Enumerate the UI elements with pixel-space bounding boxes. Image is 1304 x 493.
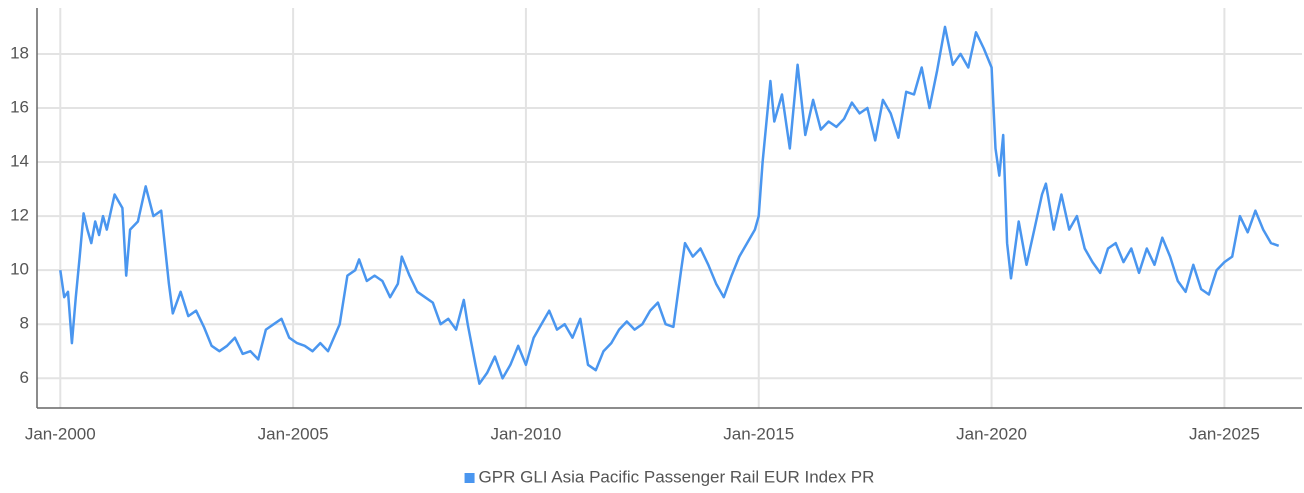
y-tick-label: 14 <box>10 152 29 171</box>
legend-swatch <box>464 473 475 483</box>
x-tick-label: Jan-2020 <box>956 424 1027 443</box>
x-tick-label: Jan-2025 <box>1189 424 1260 443</box>
grid <box>37 8 1302 408</box>
y-tick-label: 12 <box>10 206 29 225</box>
y-tick-label: 10 <box>10 260 29 279</box>
data-line <box>59 25 1280 385</box>
x-tick-label: Jan-2000 <box>25 424 96 443</box>
x-tick-label: Jan-2015 <box>723 424 794 443</box>
legend-label: GPR GLI Asia Pacific Passenger Rail EUR … <box>479 467 875 486</box>
x-tick-label: Jan-2010 <box>490 424 561 443</box>
plot <box>59 25 1280 385</box>
y-tick-label: 8 <box>20 314 29 333</box>
y-tick-label: 6 <box>20 368 29 387</box>
x-tick-label: Jan-2005 <box>258 424 329 443</box>
y-tick-label: 18 <box>10 43 29 62</box>
y-tick-label: 16 <box>10 97 29 116</box>
